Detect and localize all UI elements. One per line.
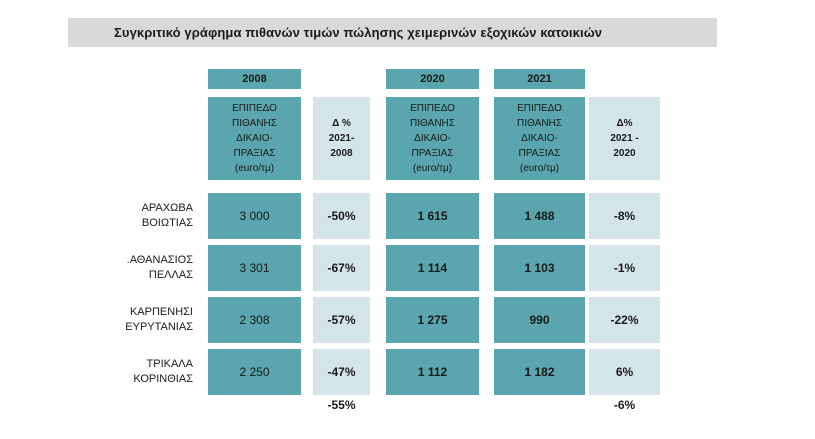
value-level-2021: 1 182 [494, 349, 585, 395]
value-delta-2021-2020: -22% [589, 297, 660, 343]
column-header-level-2020: ΕΠΙΠΕΔΟ ΠΙΘΑΝΗΣ ΔΙΚΑΙΟ- ΠΡΑΞΙΑΣ (euro/τμ… [386, 97, 479, 180]
row-label: ΤΡΙΚΑΛΑ ΚΟΡΙΝΘΙΑΣ [133, 358, 193, 385]
chart-title: Συγκριτικό γράφημα πιθανών τιμών πώλησης… [114, 25, 603, 40]
value-delta-2021-2008: -50% [313, 193, 370, 239]
value-level-2021: 1 103 [494, 245, 585, 291]
value-level-2008: 2 250 [208, 349, 301, 395]
value-delta-2021-2008: -47% [313, 349, 370, 395]
year-header-2020: 2020 [386, 69, 479, 89]
value-delta-2021-2020: -8% [589, 193, 660, 239]
value-delta-2021-2020: -1% [589, 245, 660, 291]
total-delta-2021-2008: -55% [327, 398, 356, 412]
value-level-2020: 1 114 [386, 245, 479, 291]
value-delta-2021-2008: -67% [313, 245, 370, 291]
row-label: ΚΑΡΠΕΝΗΣΙ ΕΥΡΥΤΑΝΙΑΣ [125, 306, 193, 333]
column-header-delta-2021-2008: Δ % 2021- 2008 [313, 97, 370, 180]
row-label: ΑΡΑΧΩΒΑ ΒΟΙΩΤΙΑΣ [141, 202, 193, 229]
title-bar: Συγκριτικό γράφημα πιθανών τιμών πώλησης… [68, 18, 717, 47]
column-header-level-2021: ΕΠΙΠΕΔΟ ΠΙΘΑΝΗΣ ΔΙΚΑΙΟ- ΠΡΑΞΙΑΣ (euro/τμ… [494, 97, 585, 180]
year-header-2021: 2021 [494, 69, 585, 89]
value-delta-2021-2008: -57% [313, 297, 370, 343]
value-level-2021: 1 488 [494, 193, 585, 239]
value-level-2008: 3 301 [208, 245, 301, 291]
value-level-2021: 990 [494, 297, 585, 343]
column-header-delta-2021-2020: Δ% 2021 - 2020 [589, 97, 660, 180]
value-level-2008: 2 308 [208, 297, 301, 343]
value-level-2008: 3 000 [208, 193, 301, 239]
value-level-2020: 1 112 [386, 349, 479, 395]
total-delta-2021-2020: -6% [613, 398, 636, 412]
column-header-level-2008: ΕΠΙΠΕΔΟ ΠΙΘΑΝΗΣ ΔΙΚΑΙΟ- ΠΡΑΞΙΑΣ (euro/τμ… [208, 97, 301, 180]
value-level-2020: 1 615 [386, 193, 479, 239]
value-delta-2021-2020: 6% [589, 349, 660, 395]
value-level-2020: 1 275 [386, 297, 479, 343]
row-label: .ΑΘΑΝΑΣΙΟΣ ΠΕΛΛΑΣ [126, 254, 193, 281]
year-header-2008: 2008 [208, 69, 301, 89]
